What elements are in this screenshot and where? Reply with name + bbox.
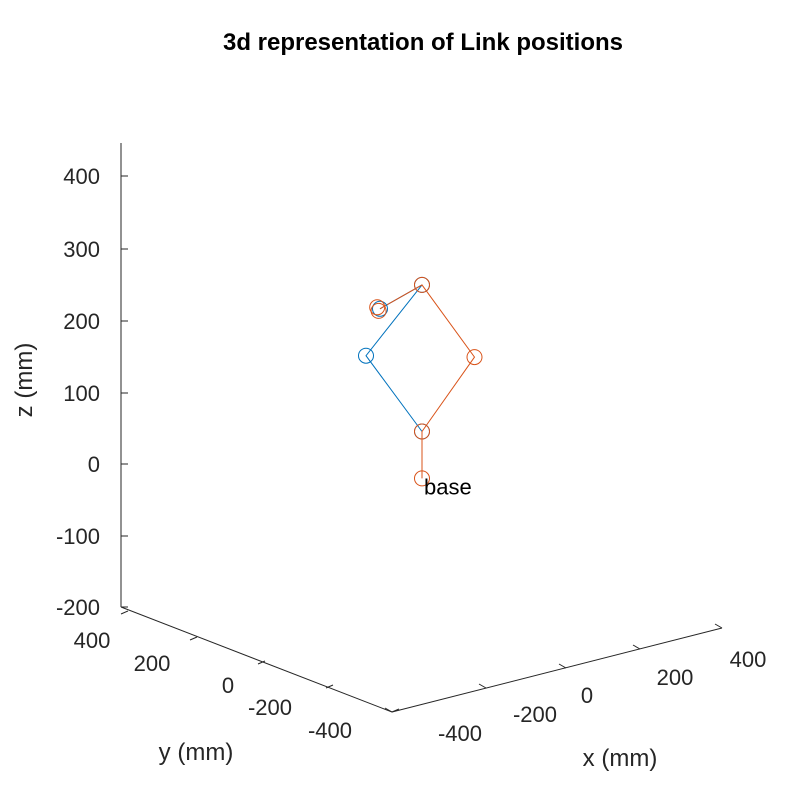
series-line-1: [365, 284, 423, 432]
x-tick: [384, 707, 393, 713]
y-tick: [391, 708, 400, 713]
y-tick: [120, 610, 129, 615]
series-marker: [358, 347, 374, 364]
x-tick-label: -200: [513, 702, 557, 727]
y-axis-line: [120, 606, 393, 713]
y-tick: [325, 684, 334, 689]
plot-markers: [358, 276, 483, 487]
series-line-2: [379, 284, 476, 479]
z-tick-label: 400: [63, 164, 100, 189]
y-tick: [189, 636, 198, 641]
series-marker: [372, 300, 388, 317]
x-tick-label: 400: [730, 647, 767, 672]
x-tick: [714, 623, 723, 629]
x-tick: [558, 663, 567, 669]
z-tick-label: 0: [88, 452, 100, 477]
z-tick-label: -200: [56, 595, 100, 620]
x-tick-label: 200: [657, 665, 694, 690]
x-axis-label: x (mm): [583, 745, 658, 772]
series-marker: [369, 299, 386, 316]
x-axis-line: [391, 627, 723, 713]
z-tick-label: -100: [56, 524, 100, 549]
y-tick-label: 200: [134, 651, 171, 676]
chart-title: 3d representation of Link positions: [223, 29, 623, 56]
y-tick-label: 400: [74, 628, 111, 653]
x-tick-label: -400: [438, 721, 482, 746]
z-tick-label: 200: [63, 309, 100, 334]
y-tick-label: 0: [222, 673, 234, 698]
plot-lines: [365, 284, 476, 479]
z-tick-label: 300: [63, 237, 100, 262]
z-axis-label: z (mm): [11, 343, 38, 418]
y-axis-label: y (mm): [159, 739, 234, 766]
x-tick: [478, 683, 487, 689]
annotation-base: base: [424, 474, 472, 499]
z-tick-label: 100: [63, 381, 100, 406]
series-marker: [466, 349, 483, 366]
y-tick-label: -200: [248, 695, 292, 720]
series-marker: [414, 276, 430, 293]
series-marker: [414, 470, 430, 487]
y-tick-label: -400: [308, 718, 352, 743]
series-marker: [414, 423, 430, 440]
y-tick: [257, 660, 266, 665]
x-tick-label: 0: [581, 683, 593, 708]
x-tick: [632, 644, 641, 650]
axes: 400 300 200 100 0 -100 -200 400 200 0 -200 -400 -400…: [56, 143, 766, 746]
